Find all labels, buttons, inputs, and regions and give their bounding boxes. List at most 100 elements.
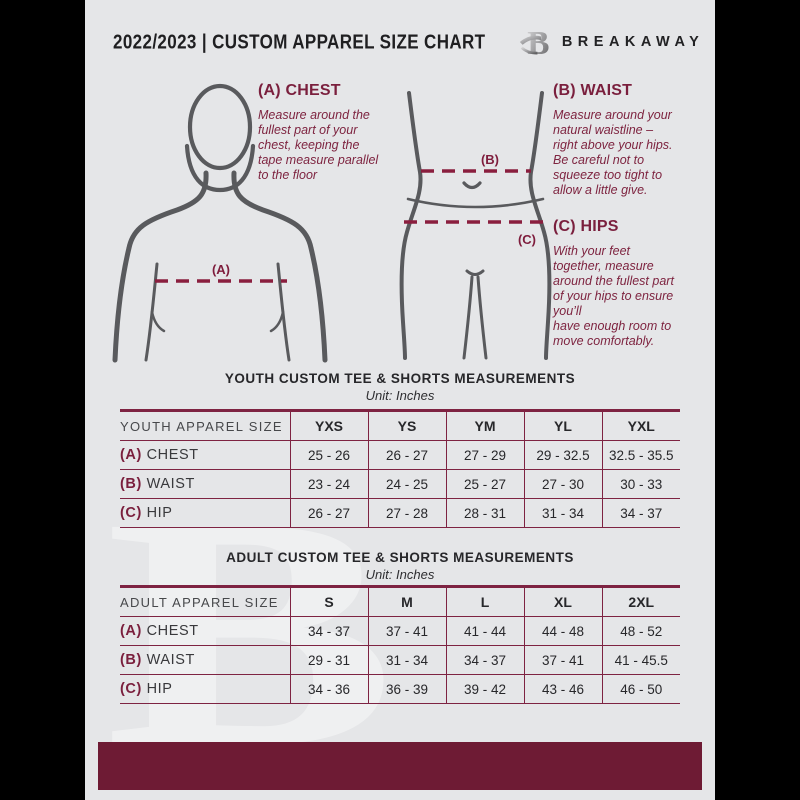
right-inner-leg (476, 275, 488, 360)
left-armpit-notch (150, 310, 166, 333)
value-cell: 32.5 - 35.5 (601, 440, 680, 470)
value-cell: 44 - 48 (523, 616, 602, 646)
youth-col-yxl: YXL (601, 409, 680, 441)
chest-instruction-body: Measure around the fullest part of your … (258, 108, 379, 182)
value-cell: 26 - 27 (367, 440, 446, 470)
value-cell: 34 - 37 (445, 645, 524, 675)
value-cell: 43 - 46 (523, 674, 602, 704)
waist-instruction-body: Measure around your natural waistline – … (553, 108, 673, 197)
chest-instruction: (A) CHEST Measure around the fullest par… (258, 82, 428, 183)
adult-table-title: ADULT CUSTOM TEE & SHORTS MEASUREMENTS (226, 550, 574, 565)
value-cell: 46 - 50 (601, 674, 680, 704)
youth-size-table: YOUTH APPAREL SIZE YXS YS YM YL YXL (A) … (120, 409, 680, 528)
measurement-lines (155, 169, 547, 283)
youth-waist-label-cell: (B) WAIST (120, 469, 290, 499)
svg-text:B: B (527, 25, 549, 62)
left-armpit-line (144, 262, 159, 362)
value-cell: 25 - 26 (289, 440, 368, 470)
value-cell: 37 - 41 (523, 645, 602, 675)
row-label: CHEST (146, 447, 199, 463)
brand-name: BREAKAWAY (561, 34, 705, 50)
value-cell: 23 - 24 (289, 469, 368, 499)
table-row: (B) WAIST 29 - 31 31 - 34 34 - 37 37 - 4… (120, 645, 680, 675)
adult-size-table: ADULT APPAREL SIZE S M L XL 2XL (A) CHES… (120, 585, 680, 704)
adult-col-l: L (445, 585, 524, 617)
row-prefix: (C) (120, 681, 142, 697)
head-outline (187, 83, 253, 171)
page-title: 2022/2023 | CUSTOM APPAREL SIZE CHART (113, 30, 486, 53)
youth-col-yxs: YXS (289, 409, 368, 441)
value-cell: 30 - 33 (601, 469, 680, 499)
value-cell: 26 - 27 (289, 498, 368, 528)
value-cell: 25 - 27 (445, 469, 524, 499)
adult-col-2xl: 2XL (601, 585, 680, 617)
value-cell: 31 - 34 (523, 498, 602, 528)
youth-table-unit: Unit: Inches (365, 388, 435, 403)
value-cell: 27 - 28 (367, 498, 446, 528)
row-label: CHEST (146, 623, 199, 639)
row-prefix: (B) (120, 476, 142, 492)
table-row: (C) HIP 26 - 27 27 - 28 28 - 31 31 - 34 … (120, 498, 680, 528)
value-cell: 29 - 31 (289, 645, 368, 675)
row-label: HIP (146, 505, 173, 521)
row-prefix: (A) (120, 447, 142, 463)
value-cell: 34 - 37 (601, 498, 680, 528)
row-label: WAIST (146, 652, 195, 668)
jaw-outline (184, 143, 256, 193)
table-row: (A) CHEST 34 - 37 37 - 41 41 - 44 44 - 4… (120, 616, 680, 646)
value-cell: 28 - 31 (445, 498, 524, 528)
table-row: (A) CHEST 25 - 26 26 - 27 27 - 29 29 - 3… (120, 440, 680, 470)
adult-col-xl: XL (523, 585, 602, 617)
youth-size-header-cell: YOUTH APPAREL SIZE (120, 409, 290, 441)
size-chart-page: B (A) (85, 0, 715, 800)
value-cell: 37 - 41 (367, 616, 446, 646)
adult-col-m: M (367, 585, 446, 617)
table-row: (B) WAIST 23 - 24 24 - 25 25 - 27 27 - 3… (120, 469, 680, 499)
hips-instruction-heading: (C) HIPS (553, 218, 619, 235)
left-shoulder-arm (112, 170, 209, 363)
adult-size-header-cell: ADULT APPAREL SIZE (120, 585, 290, 617)
row-label: WAIST (146, 476, 195, 492)
value-cell: 34 - 36 (289, 674, 368, 704)
hips-instruction-body: With your feet together, measure around … (553, 244, 674, 348)
youth-hip-label-cell: (C) HIP (120, 498, 290, 528)
right-armpit-notch (269, 310, 285, 333)
hips-instruction: (C) HIPS With your feet together, measur… (553, 218, 715, 349)
row-prefix: (B) (120, 652, 142, 668)
row-label: HIP (146, 681, 173, 697)
value-cell: 41 - 45.5 (601, 645, 680, 675)
hip-crease-line (406, 197, 545, 209)
row-prefix: (C) (120, 505, 142, 521)
youth-chest-label-cell: (A) CHEST (120, 440, 290, 470)
waist-instruction-heading: (B) WAIST (553, 82, 633, 99)
value-cell: 39 - 42 (445, 674, 524, 704)
crotch-line (465, 269, 485, 276)
value-cell: 31 - 34 (367, 645, 446, 675)
hip-measure-label: (C) (518, 232, 536, 247)
page-header: 2022/2023 | CUSTOM APPAREL SIZE CHART B … (113, 24, 699, 62)
right-armpit-line (276, 262, 291, 362)
value-cell: 24 - 25 (367, 469, 446, 499)
adult-hip-label-cell: (C) HIP (120, 674, 290, 704)
youth-table-title: YOUTH CUSTOM TEE & SHORTS MEASUREMENTS (224, 371, 576, 386)
value-cell: 48 - 52 (601, 616, 680, 646)
right-shoulder-arm (231, 170, 328, 363)
adult-col-s: S (289, 585, 368, 617)
value-cell: 36 - 39 (367, 674, 446, 704)
right-hip-outline (528, 91, 552, 360)
left-inner-leg (462, 275, 474, 360)
brand-block: B BREAKAWAY (518, 22, 704, 62)
breakaway-logo-icon: B (519, 25, 549, 62)
youth-col-ym: YM (445, 409, 524, 441)
adult-header-row: ADULT APPAREL SIZE S M L XL 2XL (120, 585, 680, 617)
adult-waist-label-cell: (B) WAIST (120, 645, 290, 675)
waist-measure-label: (B) (481, 152, 499, 167)
adult-table-unit: Unit: Inches (365, 567, 435, 582)
chest-instruction-heading: (A) CHEST (258, 82, 341, 99)
value-cell: 41 - 44 (445, 616, 524, 646)
waist-instruction: (B) WAIST Measure around your natural wa… (553, 82, 713, 198)
adult-chest-label-cell: (A) CHEST (120, 616, 290, 646)
youth-col-yl: YL (523, 409, 602, 441)
row-prefix: (A) (120, 623, 142, 639)
value-cell: 27 - 30 (523, 469, 602, 499)
